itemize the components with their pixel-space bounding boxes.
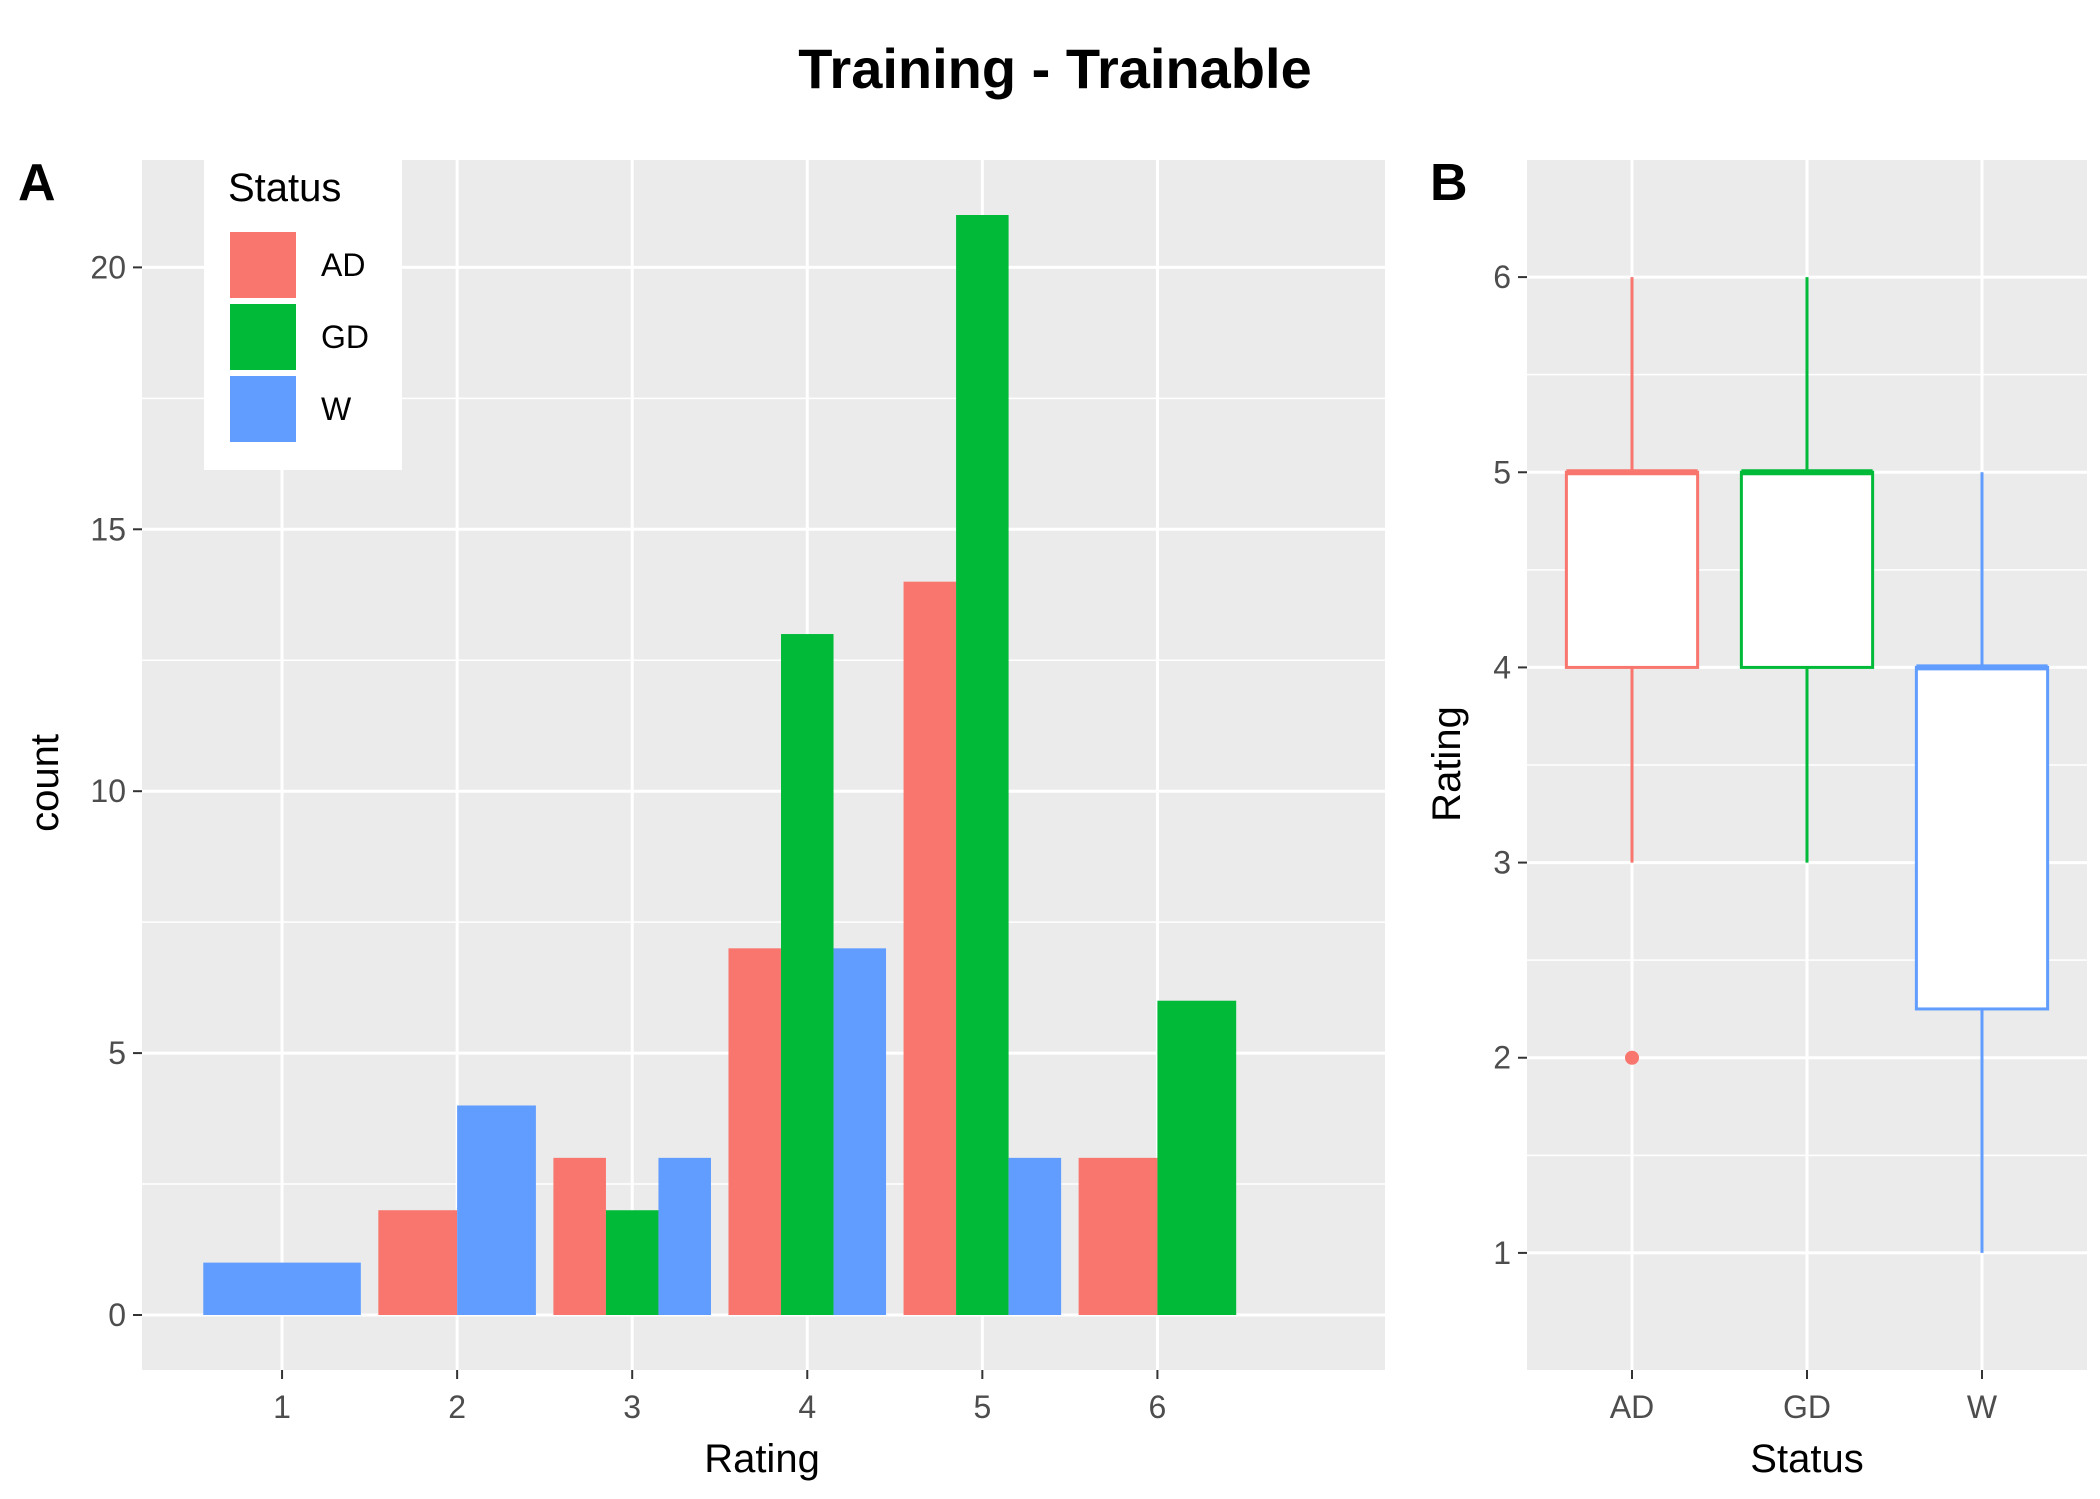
box-ad [1564, 470, 1700, 669]
panel-b-x-axis: AD GD W [1610, 1370, 1998, 1425]
bar-ad-rating-4 [728, 948, 782, 1315]
y-tick-label: 5 [108, 1035, 126, 1071]
x-tick-label: 4 [798, 1389, 816, 1425]
box-ad-outlier [1625, 1050, 1639, 1065]
y-tick-label: 15 [90, 511, 126, 547]
x-tick-label: W [1967, 1389, 1998, 1425]
bar-ad-rating-5 [903, 581, 957, 1315]
box-w [1914, 665, 2050, 1011]
x-tick-label: 6 [1149, 1389, 1167, 1425]
panel-a-bar-chart: A 0 5 10 15 20 1 2 3 4 5 6 Rating count Status AD… [18, 154, 1385, 1481]
legend-key-w [230, 376, 296, 442]
panel-a-y-axis-title: count [23, 734, 67, 832]
legend-key-ad [230, 232, 296, 298]
y-tick-label: 3 [1493, 845, 1511, 881]
x-tick-label: 3 [623, 1389, 641, 1425]
bar-w-rating-2 [457, 1105, 536, 1315]
bar-w-rating-3 [658, 1157, 711, 1315]
panel-a-y-axis: 0 5 10 15 20 [90, 249, 142, 1333]
legend-label-gd: GD [321, 319, 369, 355]
figure-title: Training - Trainable [798, 37, 1311, 100]
x-tick-label: 1 [273, 1389, 291, 1425]
panel-a-bars [203, 215, 1237, 1315]
bar-ad-rating-2 [378, 1210, 458, 1315]
x-tick-label: GD [1783, 1389, 1831, 1425]
legend-label-w: W [321, 391, 352, 427]
y-tick-label: 6 [1493, 259, 1511, 295]
y-tick-label: 20 [90, 249, 126, 285]
x-tick-label: 2 [448, 1389, 466, 1425]
panel-b-y-axis-title: Rating [1425, 706, 1469, 822]
panel-a-tag: A [18, 154, 56, 212]
x-tick-label: 5 [973, 1389, 991, 1425]
y-tick-label: 4 [1493, 649, 1511, 685]
panel-b-x-axis-title: Status [1750, 1437, 1863, 1481]
legend: Status AD GD W [204, 160, 402, 470]
bar-w-rating-1 [203, 1262, 361, 1315]
bar-w-rating-4 [833, 948, 887, 1315]
box-gd [1739, 470, 1875, 669]
y-tick-label: 10 [90, 773, 126, 809]
y-tick-label: 0 [108, 1297, 126, 1333]
bar-gd-rating-6 [1157, 1000, 1237, 1315]
panel-b-box-plot: B 1 2 3 4 5 6 AD GD W Status Rating [1425, 154, 2087, 1481]
y-tick-label: 1 [1493, 1235, 1511, 1271]
y-tick-label: 5 [1493, 454, 1511, 490]
legend-title: Status [228, 166, 341, 210]
panel-b-tag: B [1430, 154, 1468, 212]
bar-w-rating-5 [1008, 1157, 1062, 1315]
bar-ad-rating-6 [1078, 1157, 1158, 1315]
bar-gd-rating-4 [781, 634, 834, 1315]
panel-a-x-axis-title: Rating [704, 1437, 820, 1481]
x-tick-label: AD [1610, 1389, 1654, 1425]
panel-b-y-axis: 1 2 3 4 5 6 [1493, 259, 1527, 1271]
legend-label-ad: AD [321, 247, 365, 283]
panel-a-x-axis: 1 2 3 4 5 6 [273, 1370, 1166, 1425]
y-tick-label: 2 [1493, 1040, 1511, 1076]
bar-gd-rating-3 [605, 1210, 659, 1315]
legend-key-gd [230, 304, 296, 370]
bar-gd-rating-5 [956, 215, 1009, 1315]
panel-b-boxes [1564, 277, 2050, 1253]
bar-ad-rating-3 [553, 1157, 606, 1315]
